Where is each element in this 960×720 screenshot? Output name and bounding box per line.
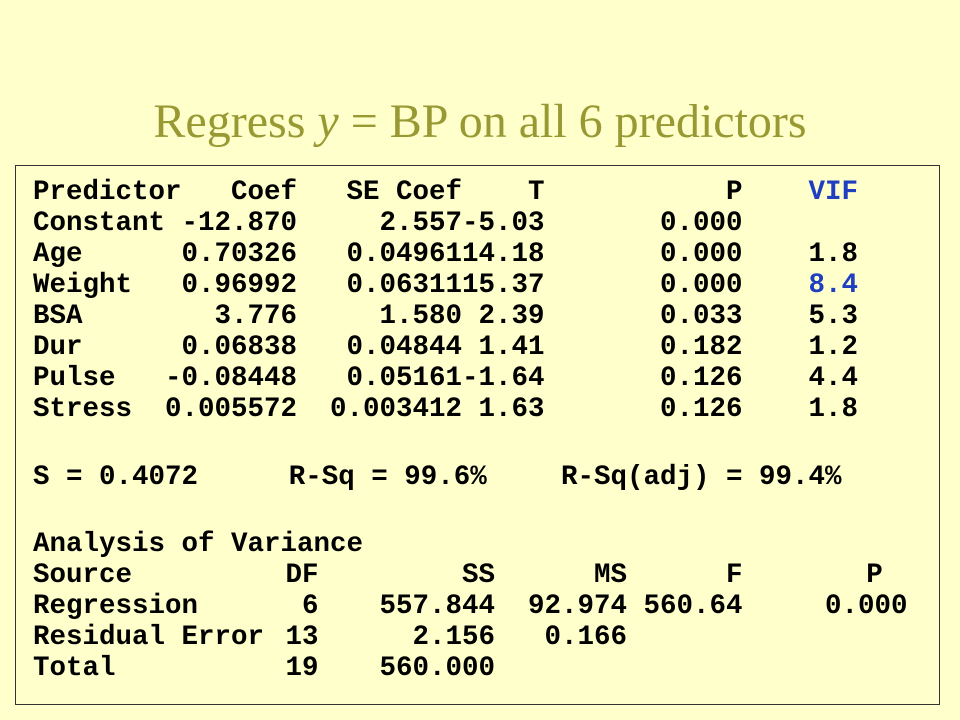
- table-cell: 8.4: [808, 270, 858, 301]
- column-header: MS: [593, 559, 627, 591]
- output-line: Analysis of Variance: [33, 529, 933, 560]
- output-line: Age 0.70326 0.04961 14.18 0.000 1.8: [33, 239, 933, 270]
- row-label: BSA: [33, 301, 83, 332]
- table-cell: 0.04961: [346, 239, 462, 270]
- output-line: Weight 0.96992 0.06311 15.37 0.000 8.4: [33, 270, 933, 301]
- table-cell: 0.06311: [346, 270, 462, 301]
- table-cell: -12.870: [181, 208, 297, 239]
- title-text: Regress: [153, 95, 318, 148]
- table-cell: 3.776: [214, 301, 297, 332]
- table-cell: 0.005572: [164, 394, 297, 425]
- table-cell: 5.3: [808, 301, 858, 332]
- table-cell: 0.04844: [346, 332, 462, 363]
- title-italic: y: [317, 95, 339, 148]
- table-cell: 1.580: [379, 301, 462, 332]
- column-header: SS: [461, 559, 495, 591]
- table-cell: 0.05161: [346, 363, 462, 394]
- output-line: Constant -12.870 2.557 -5.03 0.000: [33, 208, 933, 239]
- table-cell: 1.8: [808, 394, 858, 425]
- output-line: Total 19 560.000: [33, 653, 933, 684]
- summary-stat: R-Sq(adj) = 99.4%: [561, 462, 842, 494]
- table-cell: 0.126: [659, 394, 743, 425]
- table-cell: 0.70326: [181, 239, 297, 270]
- table-cell: 0.126: [659, 363, 743, 394]
- output-line: Residual Error 13 2.156 0.166: [33, 622, 933, 653]
- row-label: Age: [33, 239, 83, 270]
- table-cell: 92.974: [527, 590, 627, 622]
- table-cell: 0.06838: [181, 332, 297, 363]
- output-line: Predictor Coef SE Coef T P VIF: [33, 177, 933, 208]
- table-cell: 560.64: [643, 590, 743, 622]
- output-line: Stress 0.005572 0.003412 1.63 0.126 1.8: [33, 394, 933, 425]
- table-cell: 560.000: [379, 652, 495, 684]
- summary-stat: R-Sq = 99.6%: [288, 462, 487, 494]
- table-cell: 0.003412: [329, 394, 462, 425]
- table-cell: 0.000: [824, 590, 908, 622]
- summary-stat: S = 0.4072: [33, 462, 199, 494]
- output-line: BSA 3.776 1.580 2.39 0.033 5.3: [33, 301, 933, 332]
- column-header: VIF: [808, 177, 858, 208]
- table-cell: -1.64: [461, 363, 545, 394]
- output-line: Source DF SS MS F P: [33, 560, 933, 591]
- table-cell: 0.166: [544, 621, 627, 653]
- row-label: Pulse: [33, 363, 116, 394]
- output-line: Dur 0.06838 0.04844 1.41 0.182 1.2: [33, 332, 933, 363]
- title-text: = BP on all 6 predictors: [338, 95, 807, 148]
- table-cell: 2.156: [412, 621, 495, 653]
- row-label: Weight: [33, 270, 133, 301]
- table-cell: 0.182: [659, 332, 743, 363]
- column-header: P: [866, 559, 883, 591]
- table-cell: 1.41: [478, 332, 545, 363]
- table-cell: 2.557: [379, 208, 462, 239]
- table-cell: 6: [301, 590, 319, 622]
- table-cell: 15.37: [461, 270, 545, 301]
- column-header: Source: [33, 559, 133, 591]
- table-cell: 1.8: [808, 239, 858, 270]
- output-line: Pulse -0.08448 0.05161 -1.64 0.126 4.4: [33, 363, 933, 394]
- table-cell: 4.4: [808, 363, 858, 394]
- column-header: F: [725, 559, 743, 591]
- row-label: Constant: [33, 208, 166, 239]
- table-cell: 14.18: [461, 239, 545, 270]
- table-cell: 557.844: [379, 590, 495, 622]
- table-cell: 0.96992: [181, 270, 297, 301]
- table-cell: 13: [285, 621, 319, 653]
- table-cell: 19: [285, 652, 319, 684]
- output-line: Regression 6 557.844 92.974 560.64 0.000: [33, 591, 933, 622]
- table-cell: 1.2: [808, 332, 858, 363]
- row-label: Stress: [33, 394, 133, 425]
- column-header: Predictor: [33, 177, 182, 208]
- row-label: Total: [33, 652, 116, 684]
- table-cell: 0.033: [659, 301, 743, 332]
- output-box: Predictor Coef SE Coef T P VIF Constant -12.870…: [15, 165, 940, 705]
- table-cell: -5.03: [461, 208, 545, 239]
- column-header: SE Coef: [346, 177, 462, 208]
- section-title: Analysis of Variance: [33, 528, 364, 560]
- column-header: T: [527, 177, 545, 208]
- slide-title: Regress y = BP on all 6 predictors: [0, 92, 960, 152]
- table-cell: 0.000: [659, 208, 743, 239]
- table-cell: 0.000: [659, 239, 743, 270]
- table-cell: -0.08448: [164, 363, 297, 394]
- column-header: Coef: [230, 177, 297, 208]
- output-line: S = 0.4072 R-Sq = 99.6% R-Sq(adj) = 99.4%: [33, 462, 933, 493]
- row-label: Regression: [33, 590, 199, 622]
- table-cell: 2.39: [478, 301, 545, 332]
- table-cell: 0.000: [659, 270, 743, 301]
- row-label: Residual Error: [33, 621, 265, 653]
- table-cell: 1.63: [478, 394, 545, 425]
- row-label: Dur: [33, 332, 83, 363]
- column-header: P: [725, 177, 743, 208]
- column-header: DF: [285, 559, 319, 591]
